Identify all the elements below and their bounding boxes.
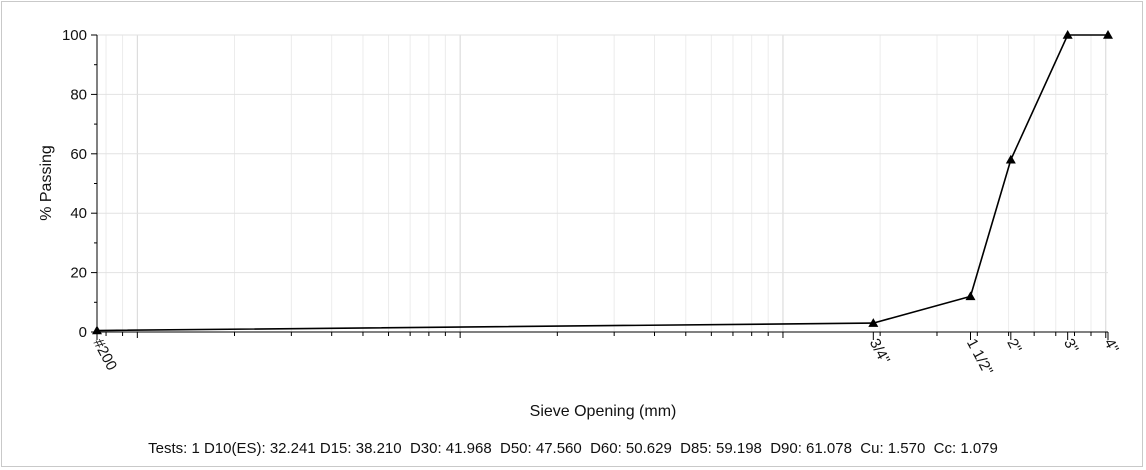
major-gridlines [97, 34, 1108, 333]
x-tick-label: 2" [1003, 336, 1024, 356]
series-line [96, 34, 1108, 332]
y-tick-label: 100 [62, 27, 87, 44]
y-tick-label: 0 [79, 324, 87, 341]
series-markers [92, 30, 1113, 335]
axes [96, 35, 1108, 333]
y-tick-label: 20 [70, 265, 87, 282]
data-point-marker [1062, 30, 1073, 39]
x-tick-label: 4" [1100, 336, 1121, 356]
y-tick-label: 60 [70, 146, 87, 163]
y-axis-label: % Passing [38, 145, 55, 221]
x-tick-label: #200 [89, 336, 120, 373]
y-axis-ticks: 0 20 40 60 80 100 [62, 27, 97, 341]
minor-gridlines [105, 35, 1107, 332]
gradation-chart: 0 20 40 60 80 100 #200 3/4" 1 1/2" 2" 3" 4" % Pass… [38, 27, 1122, 420]
y-tick-label: 40 [70, 205, 87, 222]
y-tick-label: 80 [70, 86, 87, 103]
data-point-marker [1005, 154, 1016, 164]
data-point-marker [965, 291, 976, 301]
data-point-marker [868, 318, 879, 327]
data-point-marker [92, 325, 102, 335]
test-summary: Tests: 1 D10(ES): 32.241 D15: 38.210 D30… [148, 440, 998, 457]
series-polyline [96, 34, 1108, 332]
x-axis-ticks: #200 3/4" 1 1/2" 2" 3" 4" [89, 332, 1122, 378]
x-tick-label: 3/4" [866, 336, 893, 367]
x-tick-label: 1 1/2" [963, 336, 996, 378]
data-point-marker [1103, 30, 1113, 39]
x-tick-label: 3" [1060, 336, 1081, 356]
x-axis-label: Sieve Opening (mm) [530, 403, 677, 420]
